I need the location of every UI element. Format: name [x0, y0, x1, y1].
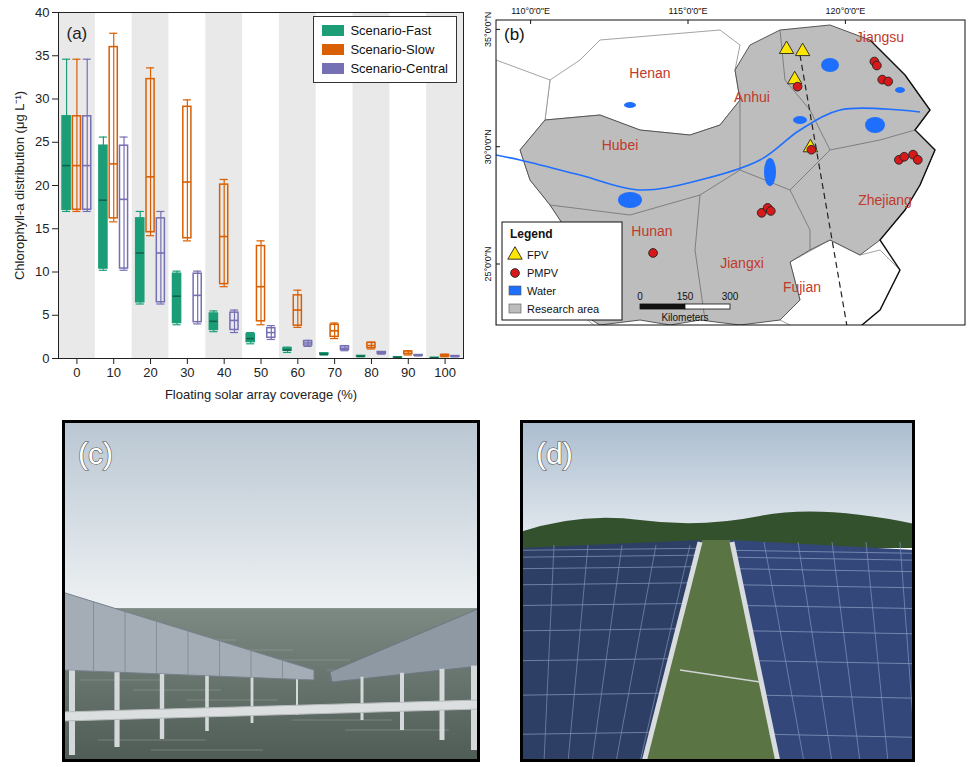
svg-text:60: 60 — [291, 365, 305, 380]
svg-text:35°0'0"N: 35°0'0"N — [483, 12, 493, 47]
svg-text:0: 0 — [637, 291, 643, 302]
svg-text:(b): (b) — [504, 25, 525, 44]
svg-text:25°0'0"N: 25°0'0"N — [483, 246, 493, 281]
svg-text:5: 5 — [42, 307, 49, 322]
svg-text:PMPV: PMPV — [527, 267, 559, 279]
svg-text:Jiangsu: Jiangsu — [856, 29, 904, 45]
svg-text:Chlorophyll-a distribution (μg: Chlorophyll-a distribution (μg L⁻¹) — [12, 91, 27, 280]
svg-text:Water: Water — [527, 285, 556, 297]
svg-text:80: 80 — [364, 365, 378, 380]
svg-text:Fujian: Fujian — [783, 279, 821, 295]
svg-text:(d): (d) — [536, 437, 573, 470]
svg-text:(c): (c) — [78, 437, 113, 470]
svg-text:30: 30 — [180, 365, 194, 380]
svg-text:50: 50 — [254, 365, 268, 380]
svg-text:Floating solar array coverage: Floating solar array coverage (%) — [165, 387, 357, 402]
svg-text:40: 40 — [217, 365, 231, 380]
svg-text:30: 30 — [35, 91, 49, 106]
svg-text:100: 100 — [434, 365, 456, 380]
svg-text:25: 25 — [35, 134, 49, 149]
html-text:Scenario-Slow: Scenario-Slow — [350, 42, 435, 57]
svg-text:120°0'0"E: 120°0'0"E — [826, 6, 866, 16]
html-text:Scenario-Fast: Scenario-Fast — [350, 23, 432, 38]
svg-text:10: 10 — [35, 264, 49, 279]
svg-text:Kilometers: Kilometers — [661, 312, 708, 323]
svg-text:0: 0 — [42, 351, 49, 366]
svg-text:30°0'0"N: 30°0'0"N — [483, 129, 493, 164]
svg-text:115°0'0"E: 115°0'0"E — [669, 6, 708, 16]
svg-text:15: 15 — [35, 221, 49, 236]
svg-text:10: 10 — [106, 365, 120, 380]
html-text:Scenario-Central: Scenario-Central — [350, 61, 448, 76]
svg-text:Hubei: Hubei — [602, 137, 639, 153]
svg-text:Zhejiang: Zhejiang — [858, 192, 912, 208]
svg-text:35: 35 — [35, 48, 49, 63]
svg-text:150: 150 — [677, 291, 694, 302]
svg-text:Anhui: Anhui — [734, 89, 770, 105]
svg-text:70: 70 — [327, 365, 341, 380]
svg-text:110°0'0"E: 110°0'0"E — [511, 6, 550, 16]
svg-text:300: 300 — [722, 291, 739, 302]
svg-text:90: 90 — [401, 365, 415, 380]
svg-text:Research area: Research area — [527, 303, 600, 315]
svg-text:Henan: Henan — [629, 65, 670, 81]
svg-text:Jiangxi: Jiangxi — [720, 255, 764, 271]
svg-text:20: 20 — [143, 365, 157, 380]
svg-text:40: 40 — [35, 5, 49, 20]
svg-text:Legend: Legend — [510, 227, 553, 241]
svg-text:0: 0 — [73, 365, 80, 380]
svg-text:20: 20 — [35, 178, 49, 193]
svg-text:(a): (a) — [67, 24, 88, 43]
svg-text:FPV: FPV — [527, 249, 549, 261]
svg-text:Hunan: Hunan — [631, 223, 672, 239]
